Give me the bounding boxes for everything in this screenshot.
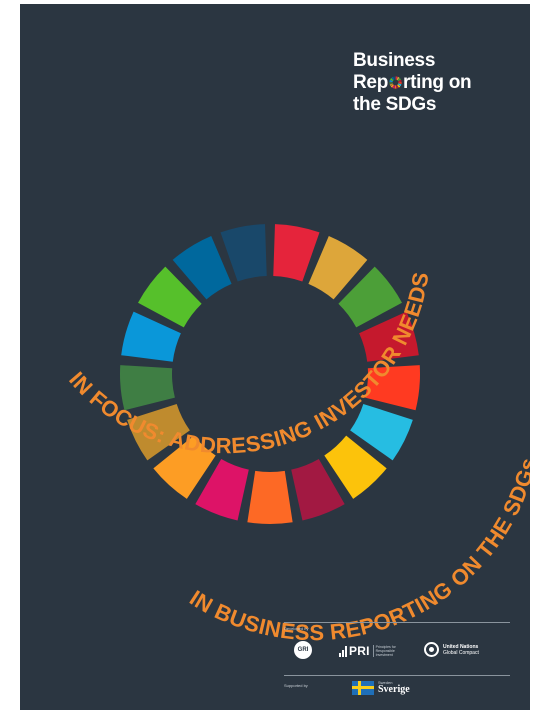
sdg-wheel-segment-13 (389, 82, 393, 85)
pri-logo-text: PRI (349, 644, 370, 658)
sdg-wheel-segment-15 (138, 266, 202, 328)
sdg-wheel-segment-9 (394, 85, 397, 89)
sdg-wheel-segment-10 (392, 85, 395, 89)
pri-bars-icon (339, 645, 347, 657)
sdg-wheel-segment-12 (389, 83, 394, 87)
sdg-wheel-segment-13 (119, 365, 175, 411)
un-line-2: Global Compact (443, 649, 479, 656)
sdg-wheel-segment-3 (397, 78, 401, 82)
sdg-wheel-segment-5 (398, 82, 402, 85)
sdg-wheel-segment-14 (121, 311, 181, 362)
sdg-wheel-segment-1 (273, 224, 320, 282)
un-line-1: United Nations (443, 643, 479, 650)
sdg-wheel-segment-12 (127, 403, 190, 461)
sdg-wheel-segment-10 (195, 458, 249, 521)
sdg-wheel-segment-8 (396, 85, 399, 89)
title-line-2: Rep rting on (353, 72, 472, 94)
sdg-wheel-segment-16 (391, 76, 395, 81)
sdg-wheel-segment-6 (350, 403, 413, 461)
developed-by-label: Developed by (284, 626, 309, 631)
sdg-wheel-segment-15 (390, 78, 394, 82)
sdg-wheel-segment-4 (359, 311, 419, 362)
sdg-wheel-segment-7 (324, 435, 387, 499)
pri-logo: PRI Principles for Responsible Investmen… (339, 644, 396, 658)
report-title: Business Rep rting on the SDGs (353, 50, 472, 116)
partner-footer: Developed by GRI PRI Principles for Resp… (284, 622, 510, 706)
title-line-2-prefix: Rep (353, 72, 388, 93)
sverige-label: Sverige (378, 684, 410, 695)
title-line-2-suffix: rting on (403, 72, 472, 93)
footer-divider-top (284, 622, 510, 623)
sdg-wheel-segment-8 (291, 458, 345, 521)
swedish-flag-icon (352, 680, 374, 695)
pri-logo-subtitle: Principles for Responsible Investment (372, 645, 396, 657)
sdg-wheel-segment-17 (393, 76, 396, 80)
un-emblem-icon (424, 642, 439, 657)
sdg-wheel-segment-11 (390, 84, 394, 88)
sdg-wheel-segment-5 (365, 365, 421, 411)
sdg-wheel-segment-3 (338, 266, 402, 328)
sdg-wheel-artwork: IN FOCUS: ADDRESSING INVESTOR NEEDS IN B… (64, 224, 530, 645)
sdg-wheel-segment-4 (398, 79, 402, 83)
sweden-logo: Sweden Sverige (352, 680, 410, 695)
sdg-color-wheel (119, 224, 421, 524)
sdg-wheel-segment-1 (395, 76, 398, 80)
title-line-1: Business (353, 50, 436, 71)
supported-by-label: Supported by (284, 683, 308, 688)
sdg-wheel-segment-17 (220, 224, 267, 282)
un-global-compact-logo: United Nations Global Compact (424, 642, 479, 657)
developer-logos: GRI PRI Principles for Responsible Inves… (284, 631, 510, 675)
sdg-wheel-segment-2 (308, 236, 368, 300)
footer-divider-bottom (284, 675, 510, 676)
sdg-wheel-segment-6 (397, 83, 402, 87)
gri-logo: GRI (294, 641, 312, 659)
sdg-wheel-segment-11 (153, 435, 216, 499)
sdg-wheel-segment-7 (397, 84, 401, 88)
title-line-3: the SDGs (353, 94, 437, 115)
report-cover: Business Rep rting on the SDGs IN FOCUS: … (20, 4, 530, 710)
sdg-wheel-segment-9 (247, 470, 293, 524)
sdg-wheel-icon (389, 76, 402, 89)
sweden-label: Sweden (378, 680, 393, 685)
sdg-wheel-segment-14 (389, 79, 393, 83)
sdg-wheel-segment-2 (396, 76, 400, 81)
gri-logo-badge: GRI (294, 641, 312, 659)
sdg-wheel-segment-16 (172, 236, 232, 300)
